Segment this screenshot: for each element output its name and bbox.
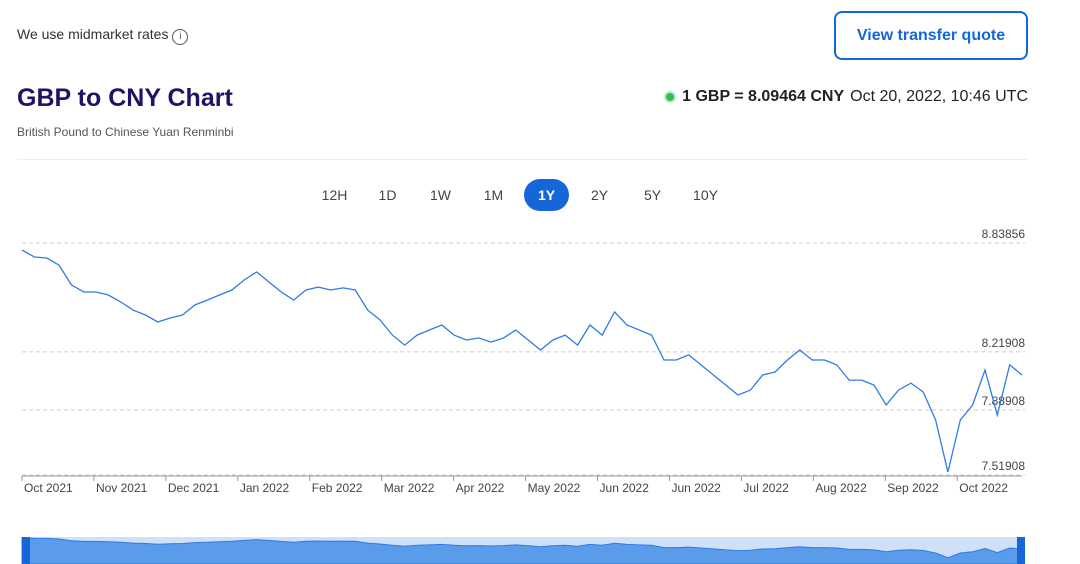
x-tick-label: Sep 2022: [887, 481, 939, 495]
info-icon[interactable]: i: [172, 29, 189, 45]
navigator-area: [21, 537, 1023, 564]
live-dot: [666, 93, 675, 101]
x-tick-label: Feb 2022: [312, 481, 363, 495]
x-tick-label: Apr 2022: [456, 481, 505, 495]
navigator-bg: [22, 537, 1025, 564]
rate-text: 1 GBP = 8.09464 CNY: [682, 88, 845, 105]
rate: 1 GBP = 8.09464 CNY Oct 20, 2022, 10:46 U…: [666, 88, 1028, 106]
range-button[interactable]: 5Y: [643, 187, 662, 203]
subtitle: British Pound to Chinese Yuan Renminbi: [17, 125, 234, 139]
note: We use midmarket rates i: [17, 26, 189, 45]
navigator-handle: [22, 537, 30, 564]
y-tick-label: 7.88908: [982, 394, 1026, 408]
y-tick-label: 7.51908: [982, 459, 1026, 473]
navigator-handle: [1017, 537, 1025, 564]
price-line: [21, 249, 1023, 473]
range-button[interactable]: 12H: [321, 187, 348, 203]
range-button[interactable]: 1Y: [524, 179, 569, 211]
x-tick-label: Jul 2022: [743, 481, 789, 495]
y-tick-label: 8.21908: [982, 336, 1026, 350]
x-tick-label: Dec 2021: [168, 481, 220, 495]
title: GBP to CNY Chart: [17, 84, 233, 112]
note-text: We use midmarket rates: [17, 26, 169, 42]
range-button[interactable]: 1M: [483, 187, 504, 203]
range-selector: 12H 1D 1W 1M 1Y 2Y 5Y 10Y: [312, 179, 728, 211]
y-tick-label: 8.83856: [982, 227, 1026, 241]
range-button[interactable]: 1D: [378, 187, 397, 203]
x-tick-label: Oct 2021: [24, 481, 73, 495]
range-button[interactable]: 10Y: [693, 187, 718, 203]
x-tick-label: Jun 2022: [671, 481, 721, 495]
transfer-quote-button[interactable]: View transfer quote: [834, 11, 1028, 60]
x-tick-label: Jun 2022: [600, 481, 650, 495]
range-button[interactable]: 2Y: [590, 187, 609, 203]
x-tick-label: May 2022: [528, 481, 581, 495]
range-button[interactable]: 1W: [430, 187, 451, 203]
divider: [17, 159, 1028, 160]
x-tick-label: Aug 2022: [815, 481, 867, 495]
x-tick-label: Oct 2022: [959, 481, 1008, 495]
timestamp: Oct 20, 2022, 10:46 UTC: [850, 88, 1028, 105]
x-tick-label: Mar 2022: [384, 481, 435, 495]
x-tick-label: Nov 2021: [96, 481, 148, 495]
x-tick-label: Jan 2022: [240, 481, 290, 495]
